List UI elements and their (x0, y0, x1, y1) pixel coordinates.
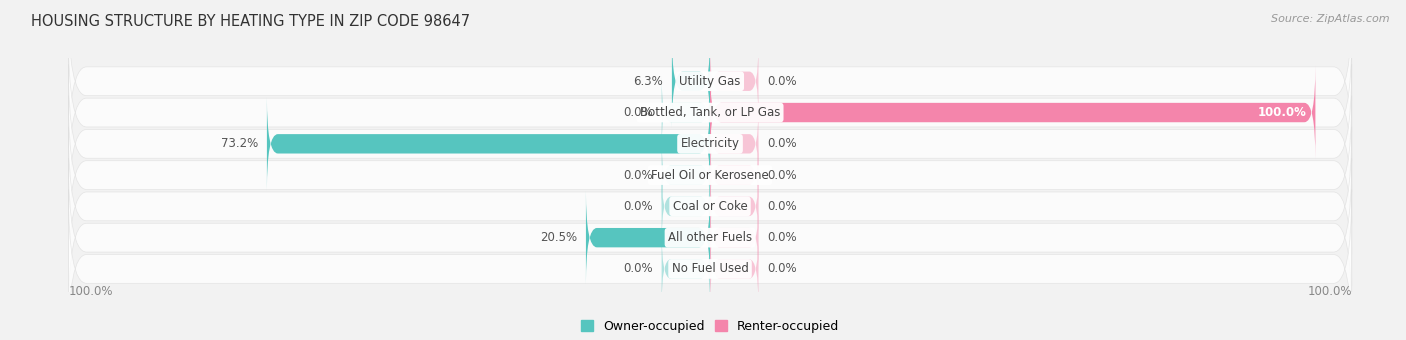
Legend: Owner-occupied, Renter-occupied: Owner-occupied, Renter-occupied (575, 315, 845, 338)
FancyBboxPatch shape (710, 44, 758, 118)
Text: No Fuel Used: No Fuel Used (672, 262, 748, 275)
FancyBboxPatch shape (710, 201, 758, 275)
FancyBboxPatch shape (710, 66, 1316, 159)
Text: 100.0%: 100.0% (69, 285, 112, 298)
Text: HOUSING STRUCTURE BY HEATING TYPE IN ZIP CODE 98647: HOUSING STRUCTURE BY HEATING TYPE IN ZIP… (31, 14, 470, 29)
Text: Source: ZipAtlas.com: Source: ZipAtlas.com (1271, 14, 1389, 23)
FancyBboxPatch shape (662, 75, 710, 150)
FancyBboxPatch shape (69, 64, 1351, 223)
Text: 0.0%: 0.0% (768, 75, 797, 88)
FancyBboxPatch shape (267, 97, 710, 190)
FancyBboxPatch shape (710, 169, 758, 243)
Text: Utility Gas: Utility Gas (679, 75, 741, 88)
Text: Bottled, Tank, or LP Gas: Bottled, Tank, or LP Gas (640, 106, 780, 119)
Text: 0.0%: 0.0% (623, 262, 652, 275)
Text: 0.0%: 0.0% (768, 200, 797, 213)
FancyBboxPatch shape (69, 2, 1351, 161)
Text: Fuel Oil or Kerosene: Fuel Oil or Kerosene (651, 169, 769, 182)
Text: 100.0%: 100.0% (1257, 106, 1306, 119)
Text: 0.0%: 0.0% (623, 169, 652, 182)
FancyBboxPatch shape (710, 107, 758, 181)
Text: 6.3%: 6.3% (633, 75, 662, 88)
FancyBboxPatch shape (69, 33, 1351, 192)
Text: 0.0%: 0.0% (623, 200, 652, 213)
Text: 0.0%: 0.0% (768, 231, 797, 244)
FancyBboxPatch shape (710, 138, 758, 212)
Text: Electricity: Electricity (681, 137, 740, 150)
Text: All other Fuels: All other Fuels (668, 231, 752, 244)
Text: Coal or Coke: Coal or Coke (672, 200, 748, 213)
Text: 100.0%: 100.0% (1308, 285, 1351, 298)
FancyBboxPatch shape (662, 232, 710, 306)
Text: 0.0%: 0.0% (768, 137, 797, 150)
Text: 0.0%: 0.0% (768, 262, 797, 275)
Text: 0.0%: 0.0% (623, 106, 652, 119)
FancyBboxPatch shape (69, 158, 1351, 317)
FancyBboxPatch shape (69, 189, 1351, 340)
Text: 20.5%: 20.5% (540, 231, 576, 244)
FancyBboxPatch shape (710, 232, 758, 306)
FancyBboxPatch shape (662, 138, 710, 212)
Text: 73.2%: 73.2% (221, 137, 257, 150)
Text: 0.0%: 0.0% (768, 169, 797, 182)
FancyBboxPatch shape (69, 96, 1351, 255)
FancyBboxPatch shape (69, 127, 1351, 286)
FancyBboxPatch shape (662, 169, 710, 243)
FancyBboxPatch shape (672, 35, 710, 128)
FancyBboxPatch shape (586, 191, 710, 284)
